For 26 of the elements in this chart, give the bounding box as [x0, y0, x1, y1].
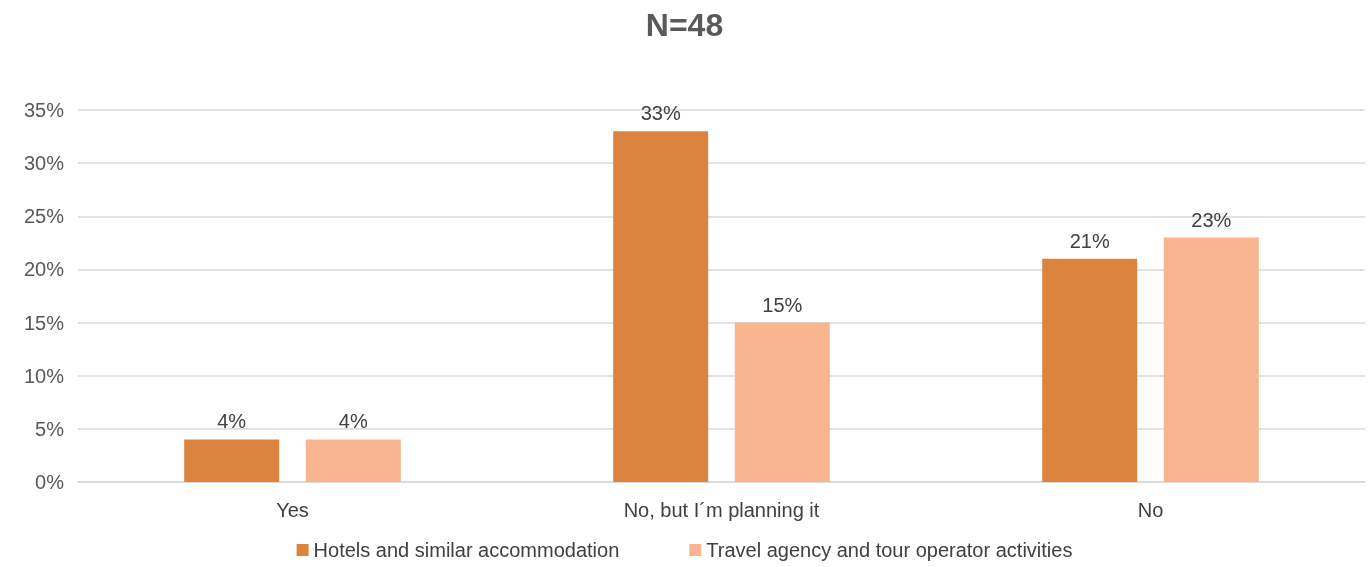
- y-tick-label: 5%: [35, 417, 65, 440]
- data-label: 15%: [762, 293, 803, 316]
- bar: [184, 439, 280, 482]
- legend-label: Travel agency and tour operator activities: [706, 539, 1073, 561]
- bar: [613, 131, 709, 482]
- bar: [305, 439, 401, 482]
- data-label: 33%: [640, 102, 681, 125]
- legend-label: Hotels and similar accommodation: [313, 539, 620, 561]
- chart-title: N=48: [645, 7, 724, 43]
- bar: [1042, 258, 1138, 482]
- data-label: 21%: [1069, 229, 1110, 252]
- x-tick-label: No, but I´m planning it: [623, 499, 820, 521]
- y-tick-label: 10%: [23, 364, 65, 387]
- x-tick-label: Yes: [276, 499, 309, 521]
- x-tick-label: No: [1137, 499, 1164, 521]
- y-tick-label: 0%: [35, 471, 65, 493]
- bar: [1163, 237, 1259, 482]
- data-label: 23%: [1191, 208, 1232, 231]
- data-label: 4%: [217, 410, 247, 433]
- y-tick-label: 15%: [23, 311, 65, 334]
- y-tick-label: 25%: [23, 205, 65, 228]
- y-tick-label: 20%: [23, 258, 65, 281]
- y-tick-label: 35%: [23, 99, 65, 121]
- data-label: 4%: [338, 410, 368, 433]
- y-tick-label: 30%: [23, 152, 65, 175]
- bar: [734, 322, 830, 482]
